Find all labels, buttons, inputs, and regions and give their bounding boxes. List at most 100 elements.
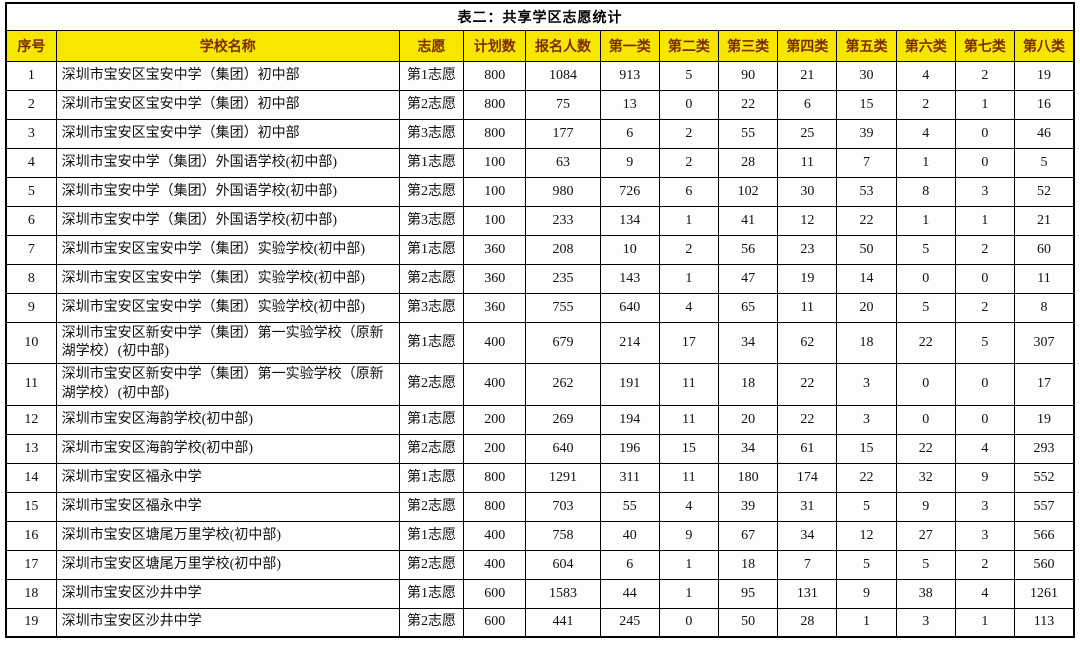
title-row: 表二：共享学区志愿统计 (5, 2, 1075, 31)
table-row: 5 深圳市宝安中学（集团）外国语学校(初中部) 第2志愿 100 980 726 6 102 3… (5, 177, 1075, 207)
table-cell: 0 (658, 90, 720, 120)
table-cell: 131 (777, 578, 838, 609)
table-cell: 552 (1014, 462, 1075, 493)
table-cell: 32 (895, 462, 956, 493)
table-cell: 566 (1014, 520, 1075, 551)
school-name-cell: 深圳市宝安区福永中学 (55, 491, 400, 522)
table-cell: 1 (895, 206, 956, 236)
table-cell: 第1志愿 (398, 61, 465, 91)
table-cell: 9 (895, 491, 956, 522)
table-cell: 9 (599, 148, 660, 178)
column-header-0: 序号 (5, 30, 57, 62)
table-cell: 15 (658, 433, 720, 464)
table-cell: 22 (777, 363, 838, 406)
table-row: 10 深圳市宝安区新安中学（集团）第一实验学校（原新湖学校）(初中部) 第1志愿 40… (5, 321, 1075, 365)
table-cell: 16 (5, 520, 57, 551)
table-cell: 2 (954, 61, 1016, 91)
table-row: 8 深圳市宝安区宝安中学（集团）实验学校(初中部) 第2志愿 360 235 143 1 47… (5, 264, 1075, 294)
table-cell: 134 (599, 206, 660, 236)
table-cell: 913 (599, 61, 660, 91)
table-cell: 1 (5, 61, 57, 91)
table-cell: 47 (718, 264, 779, 294)
table-cell: 6 (599, 549, 660, 580)
table-cell: 11 (658, 462, 720, 493)
table-cell: 11 (658, 404, 720, 435)
table-cell: 55 (599, 491, 660, 522)
column-header-7: 第三类 (718, 30, 779, 62)
school-name-cell: 深圳市宝安区宝安中学（集团）初中部 (55, 90, 400, 120)
table-cell: 第3志愿 (398, 293, 465, 323)
table-cell: 360 (463, 235, 527, 265)
table-cell: 2 (5, 90, 57, 120)
table-cell: 75 (525, 90, 601, 120)
table-row: 15 深圳市宝安区福永中学 第2志愿 800 703 55 4 39 31 5 9 3 557 (5, 491, 1075, 522)
table-cell: 38 (895, 578, 956, 609)
table-cell: 第2志愿 (398, 177, 465, 207)
table-cell: 10 (599, 235, 660, 265)
table-cell: 39 (718, 491, 779, 522)
table-cell: 9 (954, 462, 1016, 493)
table-cell: 3 (954, 177, 1016, 207)
table-cell: 560 (1014, 549, 1075, 580)
table-cell: 235 (525, 264, 601, 294)
table-cell: 第2志愿 (398, 549, 465, 580)
table-cell: 293 (1014, 433, 1075, 464)
table-cell: 第2志愿 (398, 491, 465, 522)
table-cell: 0 (954, 363, 1016, 406)
school-name-cell: 深圳市宝安中学（集团）外国语学校(初中部) (55, 148, 400, 178)
table-cell: 1 (658, 549, 720, 580)
table-cell: 25 (777, 119, 838, 149)
table-cell: 22 (895, 433, 956, 464)
table-cell: 800 (463, 462, 527, 493)
table-body: 1 深圳市宝安区宝安中学（集团）初中部 第1志愿 800 1084 913 5 90 21 30 4… (5, 61, 1075, 638)
table-cell: 200 (463, 433, 527, 464)
table-cell: 9 (658, 520, 720, 551)
table-cell: 56 (718, 235, 779, 265)
table-cell: 557 (1014, 491, 1075, 522)
column-header-1: 学校名称 (55, 30, 400, 62)
table-cell: 7 (836, 148, 897, 178)
table-cell: 18 (718, 549, 779, 580)
table-cell: 18 (5, 578, 57, 609)
table-cell: 600 (463, 607, 527, 638)
table-cell: 20 (718, 404, 779, 435)
table-cell: 第1志愿 (398, 321, 465, 365)
table-cell: 1 (658, 578, 720, 609)
column-header-6: 第二类 (658, 30, 720, 62)
table-cell: 第1志愿 (398, 462, 465, 493)
table-cell: 18 (836, 321, 897, 365)
table-cell: 第1志愿 (398, 520, 465, 551)
table-cell: 第2志愿 (398, 363, 465, 406)
table-cell: 62 (777, 321, 838, 365)
table-cell: 262 (525, 363, 601, 406)
table-cell: 22 (836, 206, 897, 236)
table-cell: 12 (777, 206, 838, 236)
table-cell: 800 (463, 61, 527, 91)
column-header-9: 第五类 (836, 30, 897, 62)
table-row: 13 深圳市宝安区海韵学校(初中部) 第2志愿 200 640 196 15 34 61 15 22… (5, 433, 1075, 464)
table-cell: 21 (777, 61, 838, 91)
table-row: 2 深圳市宝安区宝安中学（集团）初中部 第2志愿 800 75 13 0 22 6 15 2 1 16 (5, 90, 1075, 120)
table-cell: 21 (1014, 206, 1075, 236)
table-row: 14 深圳市宝安区福永中学 第1志愿 800 1291 311 11 180 174 22 32 9 5… (5, 462, 1075, 493)
table-cell: 360 (463, 264, 527, 294)
table-cell: 0 (658, 607, 720, 638)
table-cell: 第1志愿 (398, 148, 465, 178)
school-name-cell: 深圳市宝安区塘尾万里学校(初中部) (55, 549, 400, 580)
table-cell: 0 (954, 264, 1016, 294)
table-cell: 0 (895, 363, 956, 406)
school-name-cell: 深圳市宝安中学（集团）外国语学校(初中部) (55, 177, 400, 207)
table-cell: 1 (954, 607, 1016, 638)
table-cell: 1 (954, 206, 1016, 236)
table-cell: 800 (463, 90, 527, 120)
table-cell: 16 (1014, 90, 1075, 120)
table-cell: 102 (718, 177, 779, 207)
table-cell: 5 (658, 61, 720, 91)
table-cell: 第2志愿 (398, 90, 465, 120)
table-cell: 5 (836, 549, 897, 580)
table-row: 7 深圳市宝安区宝安中学（集团）实验学校(初中部) 第1志愿 360 208 10 2 56 2… (5, 235, 1075, 265)
table-row: 17 深圳市宝安区塘尾万里学校(初中部) 第2志愿 400 604 6 1 18 7 5 5 2 560 (5, 549, 1075, 580)
table-cell: 11 (1014, 264, 1075, 294)
table-cell: 20 (836, 293, 897, 323)
table-cell: 2 (954, 293, 1016, 323)
